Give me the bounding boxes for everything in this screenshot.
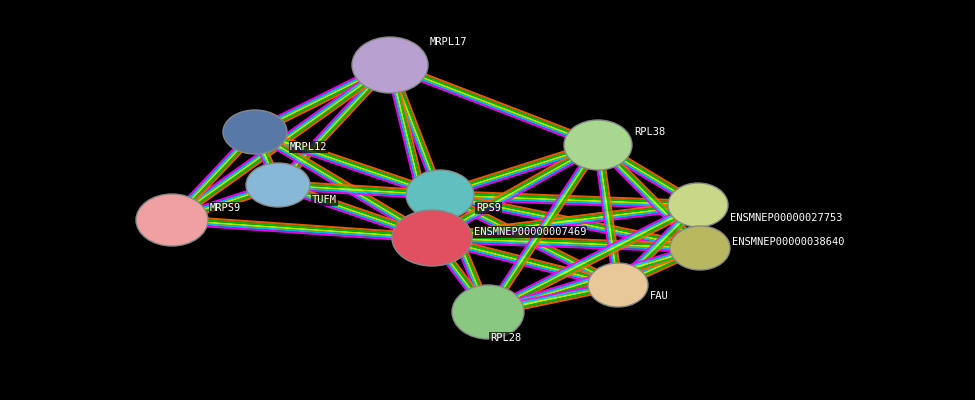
Text: RPL38: RPL38 xyxy=(634,127,665,137)
Ellipse shape xyxy=(588,263,648,307)
Text: MRPS9: MRPS9 xyxy=(210,203,241,213)
Text: RPS9: RPS9 xyxy=(476,203,501,213)
Text: ENSMNEP00000027753: ENSMNEP00000027753 xyxy=(730,213,842,223)
Ellipse shape xyxy=(406,170,474,220)
Text: MRPL17: MRPL17 xyxy=(430,37,467,47)
Text: ENSMNEP00000038640: ENSMNEP00000038640 xyxy=(732,237,844,247)
Text: FAU: FAU xyxy=(650,291,669,301)
Text: TUFM: TUFM xyxy=(312,195,337,205)
Ellipse shape xyxy=(670,226,730,270)
Ellipse shape xyxy=(352,37,428,93)
Ellipse shape xyxy=(136,194,208,246)
Ellipse shape xyxy=(392,210,472,266)
Text: ENSMNEP00000007469: ENSMNEP00000007469 xyxy=(474,227,587,237)
Ellipse shape xyxy=(246,163,310,207)
Ellipse shape xyxy=(564,120,632,170)
Ellipse shape xyxy=(668,183,728,227)
Ellipse shape xyxy=(452,285,524,339)
Text: MRPL12: MRPL12 xyxy=(290,142,328,152)
Ellipse shape xyxy=(223,110,287,154)
Text: RPL28: RPL28 xyxy=(490,333,522,343)
